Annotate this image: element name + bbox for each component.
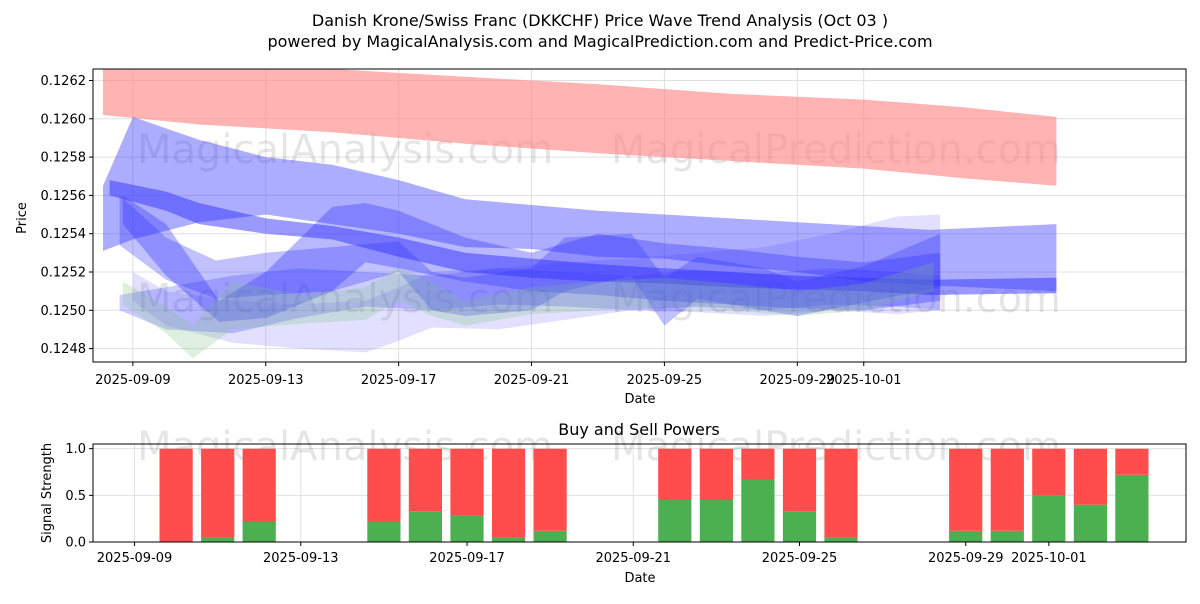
buy-bar-2025-09-25	[782, 511, 817, 542]
signal-bars-layer	[159, 448, 1149, 542]
price-x-tick-label-5: 2025-09-29	[760, 373, 836, 388]
sell-bar-2025-09-10	[159, 448, 193, 542]
price-band-8	[122, 262, 934, 359]
sell-bar-2025-09-26	[824, 448, 858, 538]
sell-bar-2025-10-02	[1073, 448, 1107, 505]
buy-bar-2025-09-29	[949, 530, 983, 542]
price-x-tick-label-2: 2025-09-17	[361, 373, 437, 388]
signal-panel: Buy and Sell Powers MagicalAnalysis.com …	[40, 420, 1187, 586]
price-y-label: Price	[15, 202, 30, 234]
price-x-tick-label-6: 2025-10-01	[826, 373, 902, 388]
price-band-7	[132, 214, 941, 353]
buy-bar-2025-09-19	[533, 530, 567, 542]
price-watermark-left-2: MagicalAnalysis.com	[137, 276, 553, 322]
price-y-tick-label-0: 0.1248	[41, 342, 87, 357]
price-x-axis: 2025-09-09 2025-09-13 2025-09-17 2025-09-21…	[95, 362, 902, 388]
sell-bar-2025-09-17	[450, 448, 484, 516]
sell-bar-2025-10-03	[1115, 448, 1149, 475]
signal-x-tick-label-0: 2025-09-09	[97, 551, 173, 566]
price-x-tick-label-3: 2025-09-21	[494, 373, 570, 388]
price-panel: MagicalAnalysis.com MagicalPrediction.co…	[15, 68, 1187, 407]
signal-y-label: Signal Strength	[40, 443, 55, 543]
signal-x-label: Date	[624, 571, 655, 586]
price-series-layer	[103, 69, 1057, 359]
buy-bar-2025-09-12	[242, 521, 276, 542]
signal-x-tick-label-5: 2025-09-29	[928, 551, 1004, 566]
price-y-tick-label-5: 0.1258	[41, 151, 87, 166]
price-y-tick-label-4: 0.1256	[41, 189, 87, 204]
buy-bar-2025-09-23	[699, 500, 733, 542]
buy-bar-2025-09-17	[450, 515, 484, 542]
signal-x-tick-label-4: 2025-09-25	[762, 551, 838, 566]
sell-bar-2025-09-30	[990, 448, 1024, 531]
signal-x-axis: 2025-09-09 2025-09-13 2025-09-17 2025-09-21…	[97, 542, 1087, 566]
price-band-2	[103, 116, 1057, 292]
price-y-tick-label-1: 0.1250	[41, 304, 87, 319]
buy-bar-2025-10-03	[1115, 474, 1149, 542]
price-band-3	[109, 180, 1057, 295]
buy-bar-2025-09-24	[741, 479, 775, 542]
buy-bar-2025-09-16	[408, 511, 442, 542]
buy-bar-2025-09-26	[824, 537, 858, 542]
price-plot-frame	[92, 68, 1187, 363]
sell-bar-2025-09-25	[782, 448, 817, 512]
signal-y-tick-label-0: 0.0	[65, 536, 86, 551]
sell-bar-2025-09-29	[949, 448, 983, 531]
sell-bar-2025-09-11	[201, 448, 235, 538]
chart-subtitle: powered by MagicalAnalysis.com and Magic…	[267, 32, 932, 51]
signal-x-tick-label-3: 2025-09-21	[595, 551, 671, 566]
buy-bar-2025-10-02	[1073, 504, 1107, 542]
sell-bar-2025-10-01	[1032, 448, 1066, 496]
signal-plot-frame	[92, 443, 1187, 543]
price-band-1	[103, 69, 1057, 186]
buy-bar-2025-09-18	[492, 537, 526, 542]
price-y-axis: 0.1248 0.1250 0.1252 0.1254 0.1256 0.1258 0.12…	[41, 74, 93, 357]
buy-bar-2025-09-11	[201, 537, 235, 542]
price-x-tick-label-0: 2025-09-09	[95, 373, 171, 388]
buy-bar-2025-10-01	[1032, 495, 1066, 542]
signal-x-tick-label-2: 2025-09-17	[429, 551, 505, 566]
price-y-tick-label-3: 0.1254	[41, 227, 87, 242]
price-y-tick-label-2: 0.1252	[41, 265, 87, 280]
sell-bar-2025-09-18	[492, 448, 526, 538]
signal-watermark-left: MagicalAnalysis.com	[137, 424, 553, 470]
chart-title: Danish Krone/Swiss Franc (DKKCHF) Price …	[312, 11, 888, 30]
price-x-label: Date	[624, 392, 655, 407]
price-band-5	[119, 195, 941, 326]
sell-bar-2025-09-19	[533, 448, 567, 531]
price-band-4	[122, 195, 941, 322]
sell-bar-2025-09-23	[699, 448, 733, 500]
price-x-tick-label-1: 2025-09-13	[228, 373, 304, 388]
sell-bar-2025-09-24	[741, 448, 775, 480]
sell-bar-2025-09-16	[408, 448, 442, 512]
signal-x-tick-label-6: 2025-10-01	[1011, 551, 1087, 566]
sell-bar-2025-09-15	[367, 448, 401, 522]
sell-bar-2025-09-22	[658, 448, 692, 500]
signal-y-tick-label-2: 1.0	[65, 442, 86, 457]
signal-title: Buy and Sell Powers	[558, 420, 720, 439]
price-y-tick-label-6: 0.1260	[41, 112, 87, 127]
price-band-6	[119, 268, 941, 334]
buy-bar-2025-09-30	[990, 530, 1024, 542]
buy-bar-2025-09-22	[658, 500, 692, 542]
signal-y-axis: 0.0 0.5 1.0	[65, 442, 93, 551]
signal-y-tick-label-1: 0.5	[65, 489, 86, 504]
buy-bar-2025-09-15	[367, 521, 401, 542]
price-x-tick-label-4: 2025-09-25	[627, 373, 703, 388]
price-y-tick-label-7: 0.1262	[41, 74, 87, 89]
signal-x-tick-label-1: 2025-09-13	[263, 551, 339, 566]
sell-bar-2025-09-12	[242, 448, 276, 522]
